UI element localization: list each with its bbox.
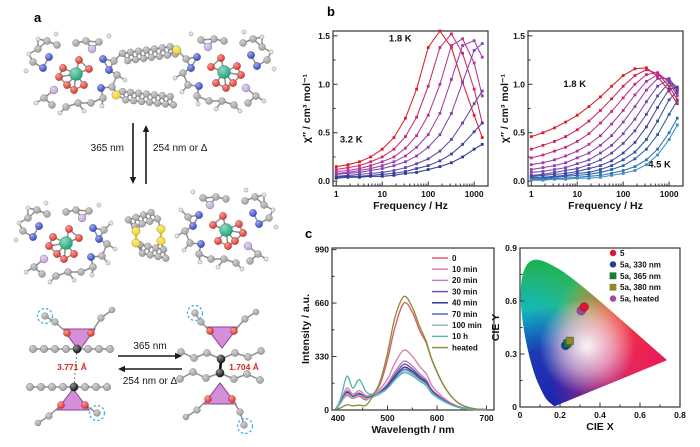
svg-text:5a, 380 nm: 5a, 380 nm <box>620 283 661 292</box>
svg-text:10: 10 <box>572 189 582 199</box>
svg-text:1.5: 1.5 <box>318 31 330 41</box>
svg-text:100 min: 100 min <box>452 321 482 330</box>
svg-text:0.3: 0.3 <box>505 349 517 359</box>
chi-out-of-phase-chart-right: 1 10 100 1000 0.0 0.5 1.0 1.5 Frequency / Hz χ″ /… <box>500 30 684 212</box>
svg-text:χ″ / cm³ mol⁻¹: χ″ / cm³ mol⁻¹ <box>301 73 313 143</box>
svg-text:20 min: 20 min <box>452 276 477 285</box>
svg-text:χ″ / cm³ mol⁻¹: χ″ / cm³ mol⁻¹ <box>500 73 511 143</box>
emission-spectra-chart: 400 500 600 700 0 330 660 990 Wavelength / nm Int… <box>300 245 495 436</box>
svg-text:600: 600 <box>430 413 444 423</box>
svg-text:0.0: 0.0 <box>513 176 525 186</box>
svg-text:0: 0 <box>324 405 329 415</box>
svg-text:700: 700 <box>479 413 493 423</box>
svg-text:330: 330 <box>315 352 329 362</box>
svg-text:0.5: 0.5 <box>513 128 525 138</box>
svg-text:5a, 330 nm: 5a, 330 nm <box>620 260 661 269</box>
svg-text:70 min: 70 min <box>452 310 477 319</box>
svg-text:30 min: 30 min <box>452 287 477 296</box>
svg-text:0: 0 <box>512 402 517 412</box>
svg-text:heated: heated <box>452 343 478 352</box>
svg-text:400: 400 <box>331 413 345 423</box>
svg-text:990: 990 <box>315 245 329 255</box>
svg-text:0.6: 0.6 <box>634 410 646 420</box>
svg-text:4.5 K: 4.5 K <box>648 160 671 171</box>
svg-text:1000: 1000 <box>465 189 484 199</box>
svg-text:1.5: 1.5 <box>513 31 525 41</box>
svg-text:500: 500 <box>380 413 394 423</box>
svg-text:0.8: 0.8 <box>674 410 686 420</box>
svg-text:1: 1 <box>529 189 534 199</box>
svg-text:Intensity / a.u.: Intensity / a.u. <box>300 294 312 364</box>
cc-distance-open: 3.771 Å <box>57 362 87 372</box>
uv-reverse-label-top: 254 nm or Δ <box>153 143 208 154</box>
svg-text:40 min: 40 min <box>452 299 477 308</box>
svg-text:1.0: 1.0 <box>513 79 525 89</box>
svg-text:Frequency / Hz: Frequency / Hz <box>373 200 448 212</box>
svg-text:5: 5 <box>620 249 625 258</box>
svg-text:660: 660 <box>315 298 329 308</box>
svg-text:10: 10 <box>377 189 387 199</box>
uv-reverse-label-bottom: 254 nm or Δ <box>122 376 178 387</box>
svg-text:10 h: 10 h <box>452 332 468 341</box>
svg-text:0: 0 <box>518 410 523 420</box>
cie-chromaticity-chart: 0 0.2 0.4 0.6 0.8 0 0.3 0.6 0.9 CIE X CIE Y 5 5a, 33… <box>490 243 686 433</box>
svg-text:100: 100 <box>421 189 435 199</box>
panel-c-label: c <box>305 226 313 241</box>
cc-distance-closed: 1.704 Å <box>229 362 259 372</box>
svg-text:Frequency / Hz: Frequency / Hz <box>568 200 643 212</box>
svg-text:CIE X: CIE X <box>586 421 613 433</box>
svg-text:0: 0 <box>452 254 457 263</box>
svg-text:1.0: 1.0 <box>318 79 330 89</box>
panel-a-label: a <box>34 10 42 25</box>
svg-text:0.9: 0.9 <box>505 243 517 253</box>
molecular-structures-drawing <box>13 29 279 435</box>
panel-b-label: b <box>327 4 335 19</box>
svg-text:0.4: 0.4 <box>594 410 606 420</box>
svg-text:10 min: 10 min <box>452 265 477 274</box>
svg-text:1.8 K: 1.8 K <box>563 79 586 90</box>
uv-forward-label-bottom: 365 nm <box>133 341 167 352</box>
svg-text:CIE Y: CIE Y <box>490 314 502 341</box>
svg-text:1: 1 <box>334 189 339 199</box>
svg-text:1000: 1000 <box>660 189 679 199</box>
svg-text:1.8 K: 1.8 K <box>389 34 412 45</box>
chi-out-of-phase-chart-left: 1 10 100 1000 0.0 0.5 1.0 1.5 Frequency / Hz χ″ /… <box>301 29 489 212</box>
svg-text:3.2 K: 3.2 K <box>340 134 363 145</box>
svg-text:5a, 365 nm: 5a, 365 nm <box>620 272 661 281</box>
svg-text:5a, heated: 5a, heated <box>620 295 659 304</box>
svg-text:0.0: 0.0 <box>318 176 330 186</box>
svg-text:100: 100 <box>616 189 630 199</box>
svg-text:0.5: 0.5 <box>318 128 330 138</box>
svg-text:0.6: 0.6 <box>505 296 517 306</box>
uv-forward-label-top: 365 nm <box>90 143 124 154</box>
svg-text:Wavelength / nm: Wavelength / nm <box>371 424 454 436</box>
svg-text:0.2: 0.2 <box>554 410 566 420</box>
